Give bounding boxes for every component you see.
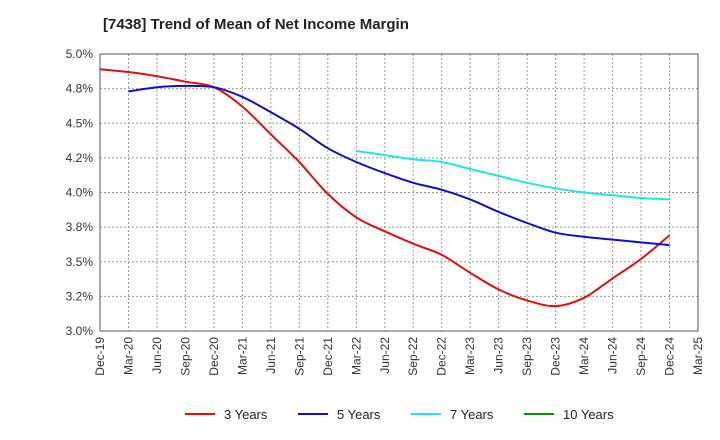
x-tick-label: Mar-20	[121, 337, 135, 375]
x-tick-label: Dec-21	[321, 337, 335, 376]
y-tick-label: 3.8%	[66, 220, 94, 234]
x-tick-label: Mar-23	[463, 337, 477, 375]
y-tick-label: 4.2%	[66, 151, 94, 165]
y-tick-label: 4.5%	[66, 116, 94, 130]
x-tick-label: Dec-24	[663, 337, 677, 376]
x-tick-label: Jun-21	[264, 337, 278, 374]
x-tick-label: Mar-22	[349, 337, 363, 375]
series-line-3	[356, 150, 670, 201]
x-tick-label: Sep-22	[406, 337, 420, 376]
x-tick-label: Jun-20	[150, 337, 164, 374]
x-tick-label: Dec-19	[93, 337, 107, 376]
x-tick-label: Dec-22	[435, 337, 449, 376]
x-tick-label: Sep-20	[178, 337, 192, 376]
x-axis-ticks: Dec-19 Mar-20 Jun-20 Sep-20 Dec-20 Mar-21 Jun-…	[93, 337, 705, 376]
x-tick-label: Jun-24	[606, 337, 620, 374]
y-tick-label: 3.2%	[66, 289, 94, 303]
x-tick-label: Sep-21	[292, 337, 306, 376]
legend-label: 3 Years	[224, 407, 268, 422]
plot-area	[99, 53, 699, 332]
x-tick-label: Dec-23	[549, 337, 563, 376]
y-tick-label: 4.8%	[66, 82, 94, 96]
x-tick-label: Dec-20	[207, 337, 221, 376]
grid	[100, 54, 698, 331]
y-tick-label: 3.0%	[66, 324, 94, 338]
x-tick-label: Mar-24	[577, 337, 591, 375]
x-tick-label: Sep-24	[634, 337, 648, 376]
x-tick-label: Jun-23	[492, 337, 506, 374]
y-tick-label: 3.5%	[66, 255, 94, 269]
legend-label: 7 Years	[450, 407, 494, 422]
x-tick-label: Sep-23	[520, 337, 534, 376]
chart-title: [7438] Trend of Mean of Net Income Margi…	[103, 16, 409, 33]
series-line-2	[128, 84, 670, 247]
legend: 3 Years 5 Years 7 Years 10 Years	[185, 407, 614, 422]
legend-label: 5 Years	[337, 407, 381, 422]
legend-label: 10 Years	[563, 407, 614, 422]
y-tick-label: 4.0%	[66, 186, 94, 200]
series-lines	[99, 68, 671, 308]
series-line-1	[99, 68, 671, 308]
x-tick-label: Mar-21	[235, 337, 249, 375]
y-axis-ticks: 5.0% 4.8% 4.5% 4.2% 4.0% 3.8% 3.5% 3.2% 3.0%	[66, 47, 94, 338]
x-tick-label: Mar-25	[691, 337, 705, 375]
x-tick-label: Jun-22	[378, 337, 392, 374]
y-tick-label: 5.0%	[66, 47, 94, 61]
